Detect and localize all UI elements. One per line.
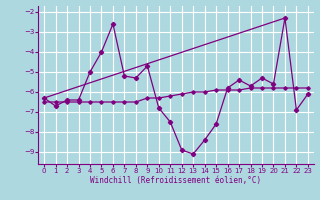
- X-axis label: Windchill (Refroidissement éolien,°C): Windchill (Refroidissement éolien,°C): [91, 176, 261, 185]
